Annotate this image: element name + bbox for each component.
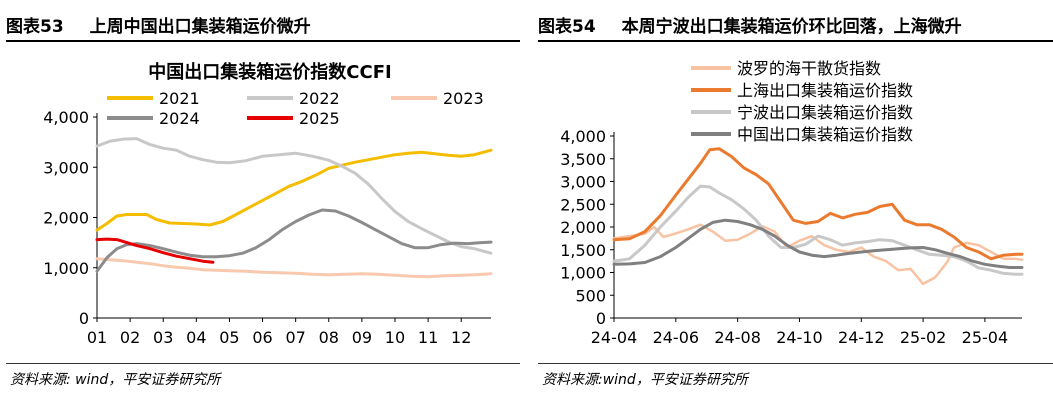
right-figure-header: 图表54 本周宁波出口集装箱运价环比回落，上海微升 — [538, 12, 1053, 38]
y-tick-label: 2,000 — [43, 209, 89, 228]
left-header-divider — [6, 40, 520, 42]
right-figure-panel: 图表54 本周宁波出口集装箱运价环比回落，上海微升 0 500 1,000 1,500 2… — [532, 0, 1053, 400]
legend-label-0: 2021 — [159, 89, 200, 108]
x-tick-label: 24-10 — [776, 328, 823, 347]
left-figure-number: 图表53 — [6, 17, 64, 37]
x-tick-label: 10 — [385, 328, 405, 347]
series-line-1 — [95, 137, 493, 255]
y-tick-label: 3,500 — [560, 150, 606, 169]
legend-label-4: 2025 — [299, 109, 340, 128]
x-tick-label: 01 — [87, 328, 107, 347]
left-chart: 中国出口集装箱运价指数CCFI 0 1,000 2,000 3,000 4,000 01 02… — [43, 61, 493, 347]
legend-label-3: 中国出口集装箱运价指数 — [737, 125, 913, 144]
left-source-note: 资料来源: wind，平安证券研究所 — [10, 372, 221, 388]
y-tick-label: 500 — [575, 286, 606, 305]
x-tick-label: 05 — [219, 328, 239, 347]
x-tick-label: 04 — [186, 328, 206, 347]
right-figure-number: 图表54 — [538, 17, 596, 37]
x-tick-label: 11 — [418, 328, 438, 347]
x-tick-label: 24-12 — [838, 328, 885, 347]
x-tick-label: 24-06 — [653, 328, 700, 347]
x-tick-label: 06 — [252, 328, 272, 347]
right-footer-divider — [538, 363, 1053, 364]
y-tick-label: 1,000 — [43, 259, 89, 278]
right-figure-caption: 本周宁波出口集装箱运价环比回落，上海微升 — [621, 17, 962, 37]
y-tick-label: 1,500 — [560, 241, 606, 260]
right-header-divider — [538, 40, 1053, 42]
x-tick-label: 12 — [451, 328, 471, 347]
legend-label-3: 2024 — [159, 109, 200, 128]
left-figure-panel: 图表53 上周中国出口集装箱运价微升 中国出口集装箱运价指数CCFI 0 1,000 2… — [0, 0, 520, 400]
legend-label-2: 2023 — [443, 89, 484, 108]
x-tick-label: 02 — [120, 328, 140, 347]
series-line-2 — [95, 257, 493, 279]
series-line-1 — [612, 147, 1024, 261]
x-tick-label: 07 — [285, 328, 305, 347]
y-tick-label: 4,000 — [43, 108, 89, 127]
left-figure-header: 图表53 上周中国出口集装箱运价微升 — [6, 12, 520, 38]
x-tick-label: 09 — [352, 328, 372, 347]
y-tick-label: 0 — [596, 309, 606, 328]
y-tick-label: 2,500 — [560, 195, 606, 214]
series-line-2 — [612, 184, 1024, 276]
right-source-note: 资料来源:wind，平安证券研究所 — [542, 372, 748, 388]
y-tick-label: 3,000 — [560, 173, 606, 192]
legend-label-1: 2022 — [299, 89, 340, 108]
x-tick-label: 25-04 — [962, 328, 1009, 347]
series-line-0 — [95, 148, 493, 232]
chart-title: 中国出口集装箱运价指数CCFI — [148, 61, 391, 83]
y-tick-label: 3,000 — [43, 158, 89, 177]
y-tick-label: 0 — [79, 309, 89, 328]
legend-label-1: 上海出口集装箱运价指数 — [737, 81, 913, 100]
series-line-3 — [95, 208, 493, 273]
x-tick-label: 08 — [319, 328, 339, 347]
left-footer-divider — [6, 363, 520, 364]
series-line-0 — [612, 223, 1024, 286]
y-tick-label: 2,000 — [560, 218, 606, 237]
legend-label-0: 波罗的海干散货指数 — [737, 59, 881, 78]
x-tick-label: 24-04 — [591, 328, 638, 347]
series-line-4 — [95, 237, 215, 264]
y-tick-label: 4,000 — [560, 127, 606, 146]
legend-label-2: 宁波出口集装箱运价指数 — [737, 103, 913, 122]
x-tick-label: 03 — [153, 328, 173, 347]
left-figure-caption: 上周中国出口集装箱运价微升 — [89, 17, 311, 37]
x-tick-label: 24-08 — [714, 328, 761, 347]
series-line-3 — [612, 218, 1024, 269]
right-chart: 0 500 1,000 1,500 2,000 2,500 3,000 3,500 4,000 2… — [560, 59, 1024, 347]
y-tick-label: 1,000 — [560, 264, 606, 283]
x-tick-label: 25-02 — [900, 328, 947, 347]
